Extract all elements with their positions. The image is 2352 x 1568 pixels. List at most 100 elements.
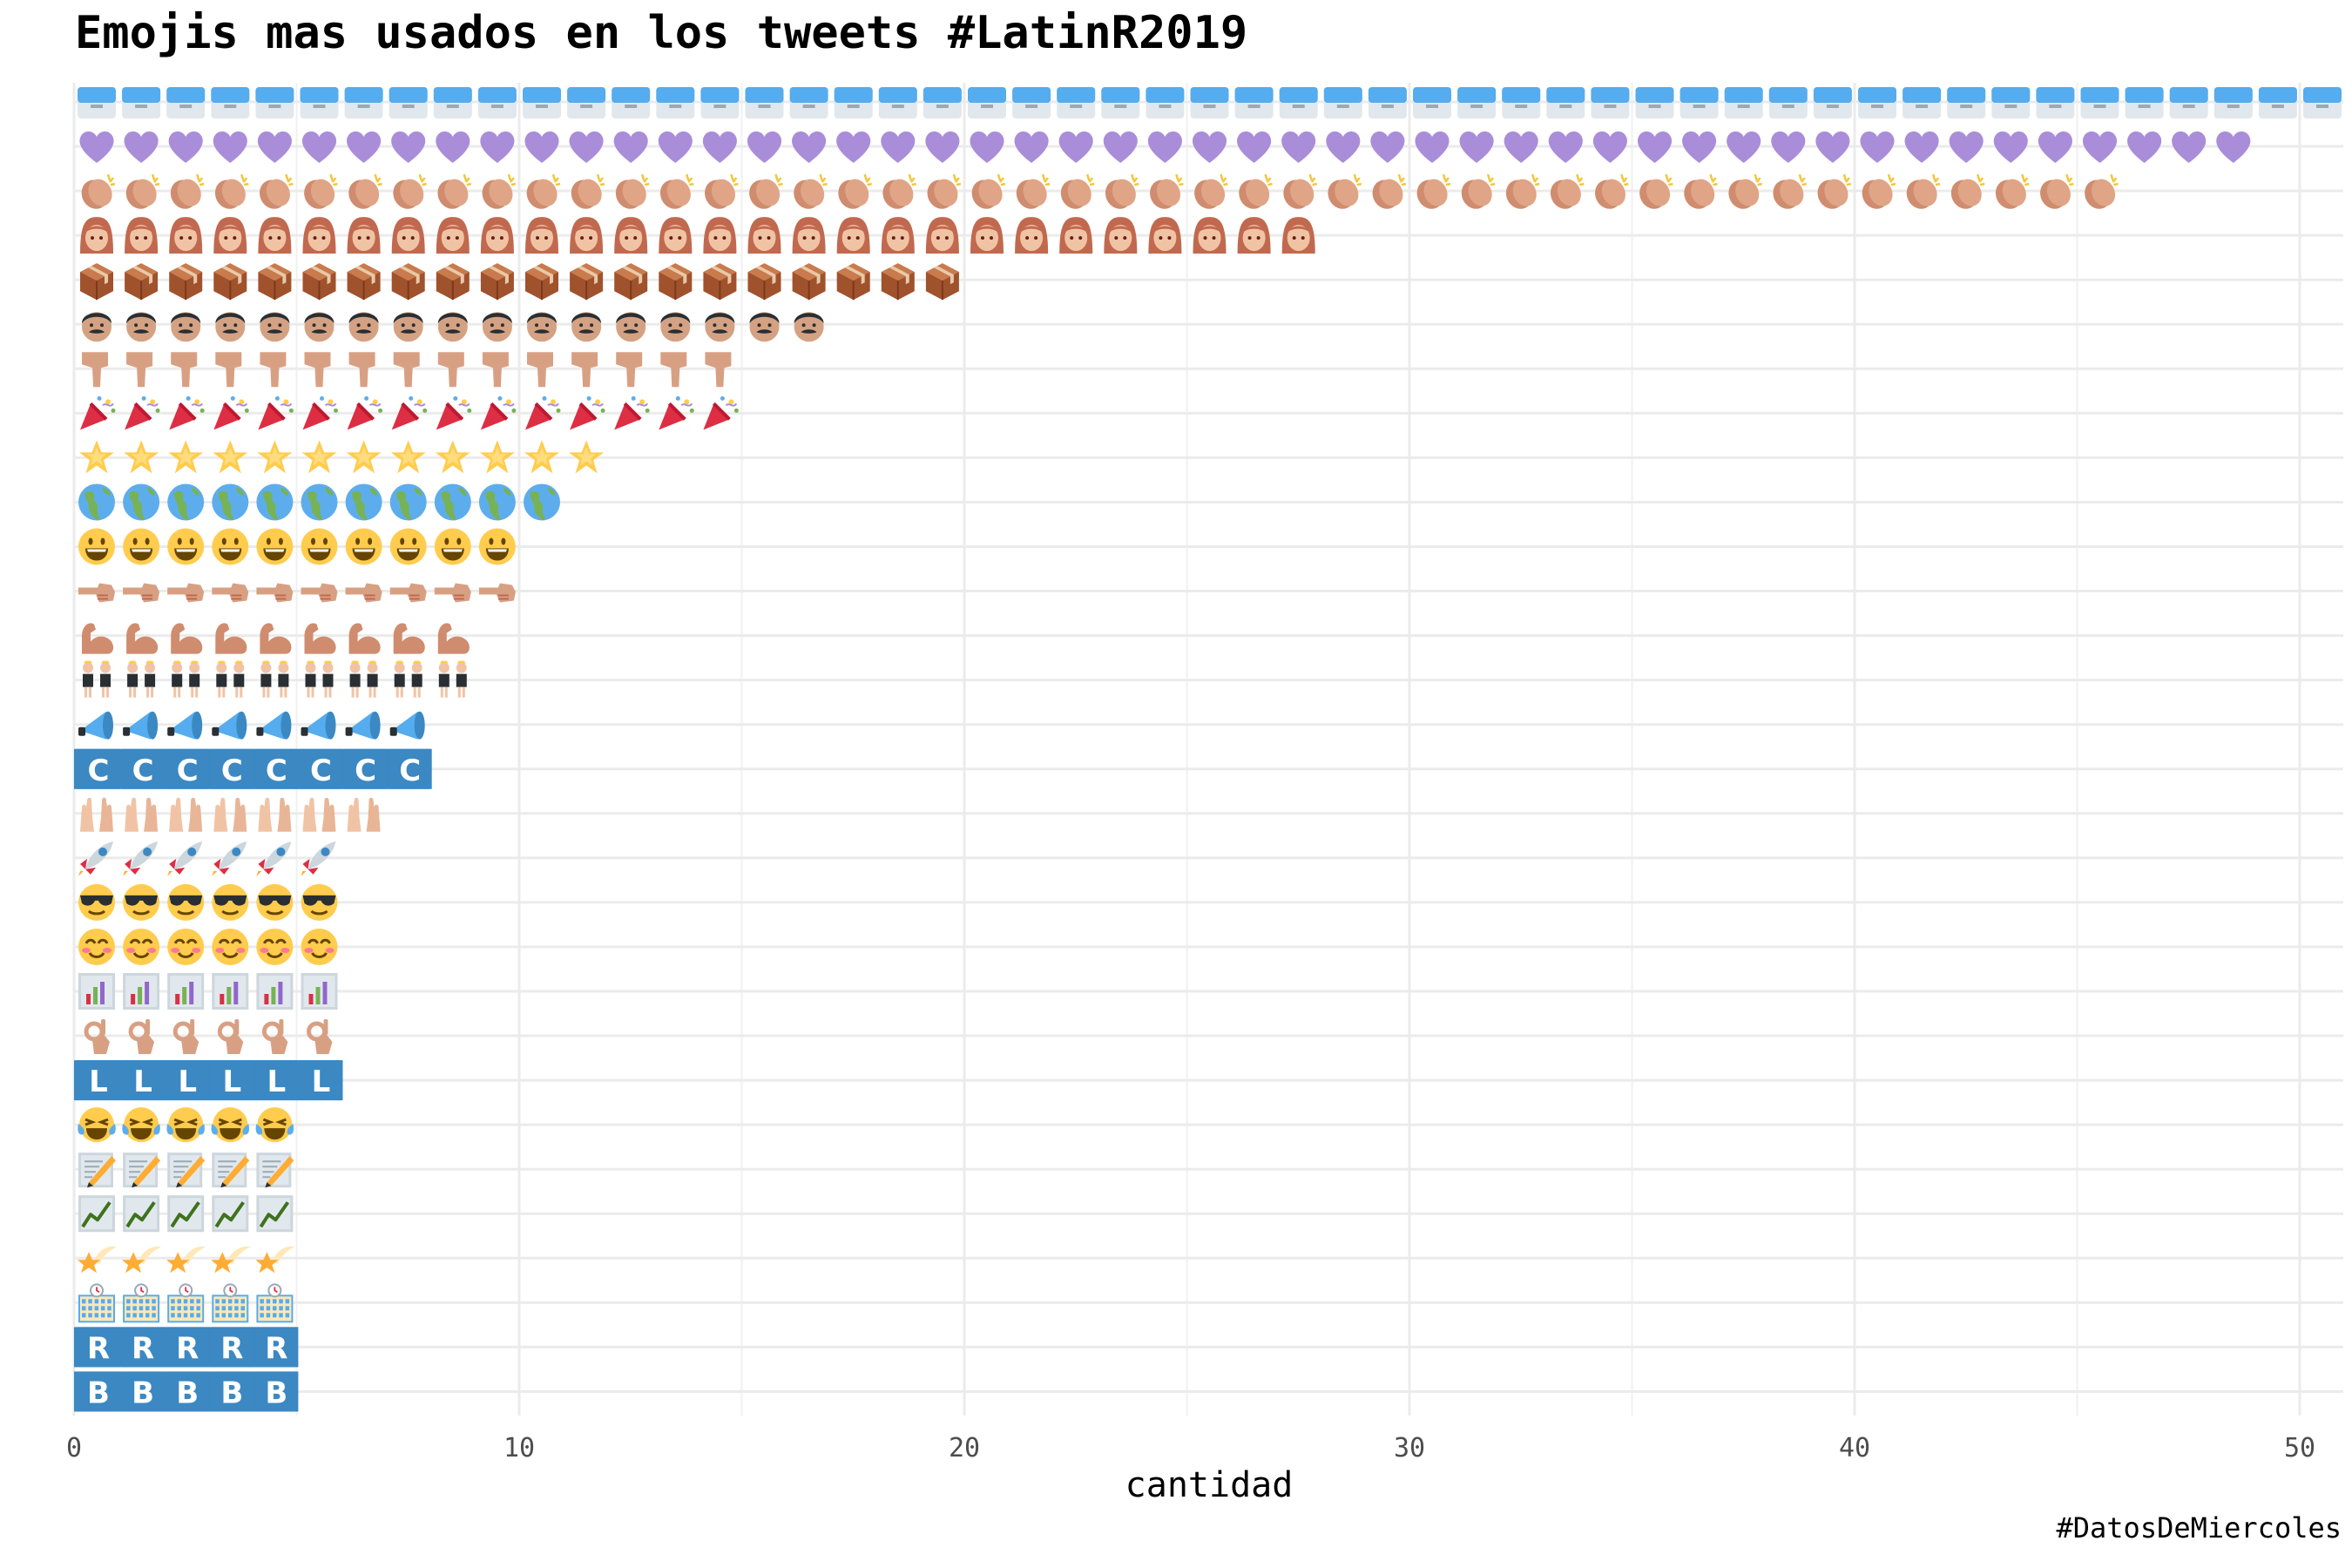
globe-americas-emoji xyxy=(478,483,516,521)
calendar-emoji xyxy=(878,87,917,118)
clapping-hands-emoji xyxy=(1239,173,1273,209)
sunglasses-face-emoji xyxy=(167,883,205,921)
flexed-biceps-emoji xyxy=(304,623,336,654)
pointing-down-emoji xyxy=(660,352,687,388)
raising-hands-emoji xyxy=(258,797,292,832)
pointing-down-emoji xyxy=(616,352,643,388)
grinning-face-emoji xyxy=(301,528,338,565)
bar-purple-heart-emoji xyxy=(79,131,2251,164)
clapping-hands-emoji xyxy=(125,173,160,209)
purple-heart-emoji xyxy=(79,131,114,164)
pointing-down-emoji xyxy=(260,352,287,388)
bar-chart-emoji xyxy=(301,973,338,1010)
bar-office-building-emoji xyxy=(78,1283,294,1323)
regional-letter-r-emoji: R xyxy=(166,1327,210,1368)
woman-emoji xyxy=(391,217,425,254)
calendar-emoji xyxy=(1680,87,1719,118)
x-tick-label: 40 xyxy=(1839,1433,1870,1463)
grinning-face-emoji xyxy=(434,528,471,565)
clapping-hands-emoji xyxy=(1016,173,1051,209)
glowing-star-emoji xyxy=(569,440,605,474)
purple-heart-emoji xyxy=(970,131,1004,164)
globe-americas-emoji xyxy=(301,483,338,521)
clapping-hands-emoji xyxy=(170,173,205,209)
pointing-down-emoji xyxy=(348,352,375,388)
calendar-emoji xyxy=(1368,87,1407,118)
ok-hand-emoji xyxy=(128,1019,155,1055)
regional-letter-l-emoji: L xyxy=(299,1060,343,1101)
woman-emoji xyxy=(1148,217,1182,254)
chart-increasing-emoji xyxy=(167,1195,205,1233)
grinning-face-emoji xyxy=(167,528,205,565)
package-emoji xyxy=(747,263,781,301)
purple-heart-emoji xyxy=(836,131,871,164)
purple-heart-emoji xyxy=(702,131,737,164)
calendar-emoji xyxy=(122,87,161,118)
rocket-emoji xyxy=(78,841,113,876)
rocket-emoji xyxy=(167,841,203,876)
flexed-biceps-emoji xyxy=(82,623,114,654)
svg-text:L: L xyxy=(267,1064,287,1099)
clapping-hands-emoji xyxy=(1328,173,1362,209)
clapping-hands-emoji xyxy=(526,173,561,209)
x-tick-label: 30 xyxy=(1394,1433,1425,1463)
calendar-emoji xyxy=(2213,87,2253,118)
emoji-marks: C C C C C C C CL L L L L LR R R R RB B B B B xyxy=(74,87,2342,1412)
svg-text:C: C xyxy=(177,754,199,788)
package-emoji xyxy=(80,263,113,301)
sunglasses-face-emoji xyxy=(212,883,249,921)
regional-letter-l-emoji: L xyxy=(166,1060,210,1101)
pointing-down-emoji xyxy=(126,352,153,388)
purple-heart-emoji xyxy=(747,131,782,164)
purple-heart-emoji xyxy=(2172,131,2207,164)
calendar-emoji xyxy=(1234,87,1274,118)
svg-text:L: L xyxy=(89,1064,108,1099)
woman-emoji xyxy=(570,217,604,254)
man-emoji xyxy=(82,312,112,342)
package-emoji xyxy=(391,263,425,301)
glowing-star-emoji xyxy=(301,440,337,474)
purple-heart-emoji xyxy=(391,131,426,164)
svg-text:L: L xyxy=(178,1064,197,1099)
purple-heart-emoji xyxy=(1949,131,1984,164)
purple-heart-emoji xyxy=(569,131,604,164)
regional-letter-c-emoji: C xyxy=(299,748,343,789)
purple-heart-emoji xyxy=(1860,131,1895,164)
woman-emoji xyxy=(881,217,915,254)
svg-text:C: C xyxy=(266,754,287,788)
regional-letter-b-emoji: B xyxy=(121,1371,166,1412)
svg-text:R: R xyxy=(220,1331,243,1366)
clapping-hands-emoji xyxy=(571,173,605,209)
regional-letter-c-emoji: C xyxy=(343,748,388,789)
purple-heart-emoji xyxy=(1058,131,1093,164)
calendar-emoji xyxy=(1724,87,1763,118)
regional-letter-r-emoji: R xyxy=(121,1327,166,1368)
raising-hands-emoji xyxy=(80,797,113,832)
package-emoji xyxy=(925,263,959,301)
woman-emoji xyxy=(970,217,1004,254)
calendar-emoji xyxy=(2036,87,2075,118)
regional-letter-l-emoji: L xyxy=(210,1060,254,1101)
regional-letter-b-emoji: B xyxy=(210,1371,254,1412)
purple-heart-emoji xyxy=(1192,131,1227,164)
clapping-hands-emoji xyxy=(81,173,116,209)
purple-heart-emoji xyxy=(1637,131,1673,164)
pointing-down-emoji xyxy=(527,352,553,388)
purple-heart-emoji xyxy=(1727,131,1761,164)
glowing-star-emoji xyxy=(257,440,293,474)
x-tick-label: 0 xyxy=(66,1433,82,1463)
calendar-emoji xyxy=(745,87,784,118)
bar-chart-emoji xyxy=(123,973,160,1010)
grinning-face-emoji xyxy=(478,528,516,565)
calendar-emoji xyxy=(1858,87,1896,118)
glowing-star-emoji xyxy=(168,440,204,474)
purple-heart-emoji xyxy=(1993,131,2028,164)
man-emoji xyxy=(171,312,201,342)
regional-letter-r-emoji: R xyxy=(210,1327,254,1368)
calendar-emoji xyxy=(1813,87,1852,118)
purple-heart-emoji xyxy=(1771,131,1806,164)
shooting-star-emoji xyxy=(78,1246,117,1274)
bar-bar-chart-emoji xyxy=(78,973,338,1010)
flexed-biceps-emoji xyxy=(171,623,203,654)
woman-emoji xyxy=(1193,217,1227,254)
